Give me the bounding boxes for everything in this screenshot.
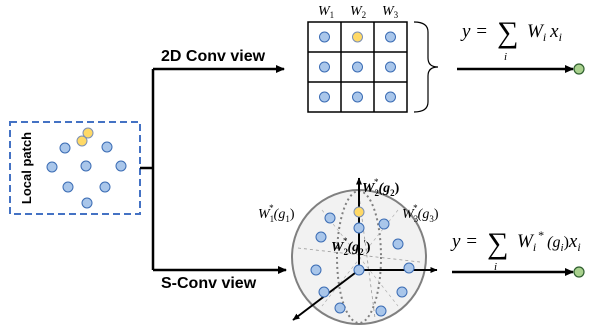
conv-grid — [307, 21, 408, 113]
svg-text:i: i — [504, 51, 507, 63]
patch-point — [99, 181, 111, 193]
grid-point-highlight — [352, 31, 363, 43]
patch-point — [80, 160, 92, 172]
output-node-s-conv — [573, 266, 585, 278]
sphere-label-top: W2*(g2) — [362, 177, 400, 198]
svg-text:i: i — [494, 261, 497, 273]
sphere-point — [353, 222, 365, 234]
patch-point — [101, 141, 113, 153]
formula-2d: y = ∑ i Wi xi — [460, 16, 562, 63]
sphere-point — [310, 264, 322, 276]
grid-point — [385, 91, 396, 103]
patch-point — [62, 181, 74, 193]
patch-points — [46, 127, 127, 209]
patch-point-highlight — [82, 127, 94, 139]
weight-label-w3: W3 — [382, 4, 399, 20]
svg-text:y =: y = — [460, 21, 488, 42]
patch-point — [46, 161, 58, 173]
local-patch: Local patch — [9, 121, 141, 215]
patch-point-highlight — [76, 135, 88, 147]
sphere-point — [315, 231, 327, 243]
sphere-point — [375, 305, 387, 317]
curly-brace — [413, 21, 439, 113]
grid-point — [352, 91, 363, 103]
patch-point — [115, 160, 127, 172]
weight-label-w1: W1 — [318, 4, 334, 20]
sphere-point — [353, 264, 365, 276]
sphere-label-left: W1*(g1) — [258, 203, 295, 224]
patch-point — [59, 142, 71, 154]
formula-s-conv: y = ∑ i Wi* (gi)xi — [450, 227, 581, 273]
branch-connector — [140, 65, 287, 274]
grid-point — [385, 31, 396, 43]
local-patch-label: Local patch — [19, 132, 34, 204]
sphere-point — [392, 238, 404, 250]
sphere — [291, 177, 438, 325]
sphere-point — [324, 212, 336, 224]
grid-point — [319, 31, 330, 43]
s-conv-view-label: S-Conv view — [161, 275, 257, 292]
output-node-2d — [573, 63, 585, 75]
2d-conv-view-label: 2D Conv view — [161, 48, 266, 65]
svg-text:y =: y = — [450, 231, 478, 252]
sphere-point-highlight — [353, 206, 365, 218]
sphere-point — [378, 218, 390, 230]
grid-point — [385, 61, 396, 73]
sphere-point — [334, 302, 346, 314]
sphere-point — [396, 286, 408, 298]
weight-labels: W1 W2 W3 — [318, 4, 399, 20]
patch-point — [81, 197, 93, 209]
sphere-point — [318, 286, 330, 298]
grid-point — [352, 61, 363, 73]
sphere-label-right: W3*(g3) — [402, 203, 439, 224]
svg-text:∑: ∑ — [487, 227, 508, 260]
svg-text:Wi*(gi)xi: Wi* (gi)xi — [517, 228, 581, 254]
grid-point — [319, 91, 330, 103]
svg-text:∑: ∑ — [497, 16, 518, 49]
grid-point — [319, 61, 330, 73]
weight-label-w2: W2 — [350, 4, 366, 20]
sphere-point — [403, 262, 415, 274]
sphere-label-center: W2*(g2′) — [331, 236, 371, 257]
